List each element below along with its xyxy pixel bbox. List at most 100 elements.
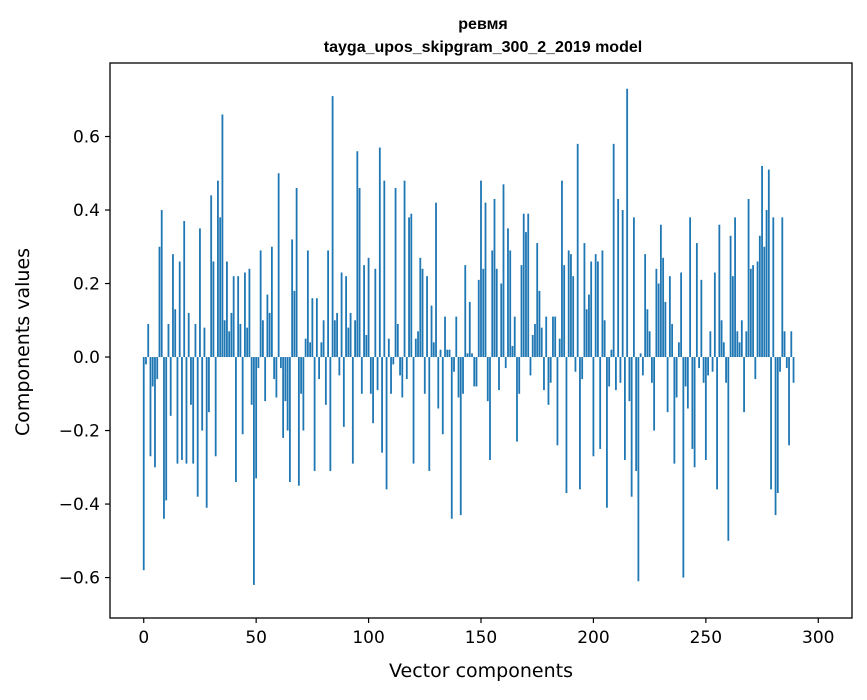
bar (288, 357, 291, 483)
bar (417, 331, 419, 358)
bar (219, 217, 222, 358)
bar (480, 180, 482, 358)
bar (410, 213, 413, 358)
bar (671, 323, 674, 358)
bar (158, 246, 161, 358)
bar (257, 357, 260, 369)
bar (232, 276, 235, 358)
bar (758, 235, 761, 358)
bar (244, 272, 246, 358)
bar (304, 338, 307, 358)
bar (241, 357, 244, 435)
bar (457, 357, 460, 398)
bar (709, 331, 712, 358)
bar (601, 250, 604, 358)
bar (185, 357, 188, 464)
bar (354, 320, 356, 358)
bar (776, 357, 779, 494)
bar (684, 357, 687, 387)
bar (785, 357, 788, 369)
bar (192, 357, 195, 464)
bar (716, 357, 718, 490)
bar (673, 357, 676, 464)
bar (585, 309, 588, 358)
bar (174, 309, 177, 358)
bar (262, 320, 264, 358)
bar (318, 357, 321, 380)
y-axis-label: Components values (12, 248, 34, 436)
bar (309, 342, 312, 358)
bar (731, 276, 734, 358)
bar (650, 357, 653, 383)
bar (473, 357, 476, 387)
bar (471, 353, 473, 358)
bar (664, 301, 667, 358)
bar (156, 357, 159, 380)
bar (477, 279, 480, 358)
bar (639, 353, 642, 358)
bar (286, 357, 289, 431)
bar (702, 357, 705, 383)
bar (372, 357, 374, 424)
bar (565, 357, 568, 494)
bar (482, 268, 485, 358)
bar (259, 250, 262, 358)
bar (606, 357, 608, 508)
bar (579, 357, 581, 490)
bar (653, 357, 656, 431)
bar (396, 323, 399, 358)
bar (378, 147, 381, 358)
y-tick-label: 0.4 (73, 201, 100, 221)
bar (543, 357, 545, 391)
bar (486, 357, 489, 402)
bar (246, 327, 249, 358)
bar (608, 357, 611, 387)
bar (484, 202, 487, 358)
bar (324, 357, 327, 405)
bar (392, 357, 395, 365)
bar (322, 320, 325, 358)
y-tick-label: −0.6 (59, 569, 100, 589)
bar (612, 143, 615, 358)
bar (363, 265, 365, 358)
bar (329, 357, 332, 471)
bar (520, 265, 523, 358)
bar (695, 243, 698, 358)
bar (450, 357, 453, 519)
bar (430, 305, 433, 358)
bar (756, 261, 759, 358)
bar (266, 294, 269, 358)
bar (439, 349, 442, 358)
bar (381, 357, 383, 453)
bar (293, 290, 296, 358)
bar (763, 246, 766, 358)
bar (405, 357, 408, 380)
bar (279, 357, 282, 369)
y-tick-label: 0.2 (73, 275, 100, 295)
bar (196, 357, 199, 497)
bar (761, 165, 763, 358)
bar (455, 316, 458, 358)
bar (536, 243, 539, 358)
bar (466, 353, 469, 358)
bar (383, 180, 386, 358)
bar (657, 283, 660, 358)
bar (435, 202, 437, 358)
bar (423, 357, 426, 394)
bar (718, 224, 721, 358)
bar (567, 250, 570, 358)
bar (385, 357, 388, 490)
bar (545, 316, 548, 358)
bar (230, 312, 233, 358)
bar (239, 323, 242, 358)
bar (302, 357, 305, 431)
bar (338, 357, 341, 376)
bar (502, 184, 505, 358)
bar (468, 301, 471, 358)
bar (599, 357, 602, 449)
bar (333, 320, 336, 358)
bar (570, 254, 572, 358)
bar (722, 342, 725, 358)
bar (349, 312, 352, 358)
bar (691, 357, 694, 449)
